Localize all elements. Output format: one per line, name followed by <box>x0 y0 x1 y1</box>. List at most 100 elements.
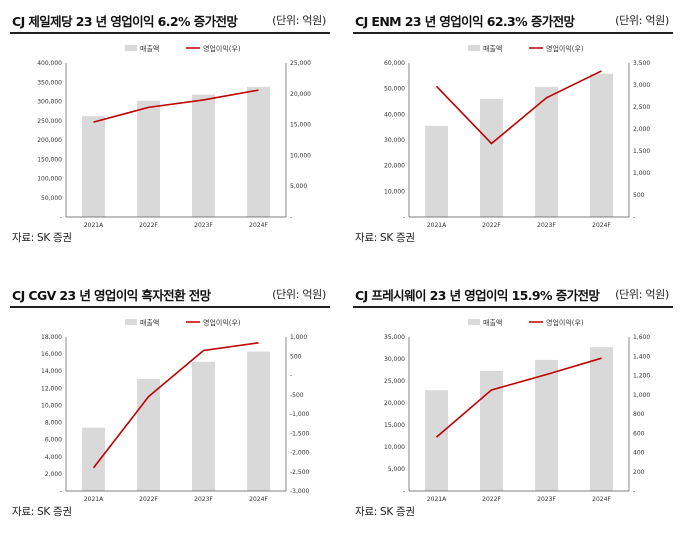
right-tick-label: 10,000 <box>290 152 311 159</box>
left-tick-label: 2,000 <box>45 471 62 478</box>
right-tick-label: -2,000 <box>290 450 310 457</box>
right-tick-label: 2,500 <box>633 104 650 111</box>
combo-chart: 매출액 영업이익(우) 400,000 350,000 300,000 250,000 20… <box>37 44 311 227</box>
left-tick-label: 18,000 <box>41 334 62 341</box>
line-operating-profit <box>93 89 259 123</box>
chart-panel-cj-freshway: CJ 프레시웨이 23 년 영업이익 15.9% 증가전망 (단위: 억원) 매… <box>353 285 673 547</box>
right-tick-label: 400 <box>633 450 645 457</box>
legend-swatch-revenue <box>125 45 137 51</box>
line-operating-profit <box>92 341 259 469</box>
left-tick-label: 30,000 <box>384 356 405 363</box>
title-divider <box>353 32 673 34</box>
bar-2024F <box>590 347 613 491</box>
left-tick-label: 20,000 <box>384 400 405 407</box>
right-tick-label: 1,000 <box>290 334 307 341</box>
legend-swatch-revenue <box>125 319 137 325</box>
legend-label-operating-profit: 영업이익(우) <box>546 318 584 327</box>
unit-label: (단위: 억원) <box>272 288 326 301</box>
x-tick-label: 2022F <box>139 496 158 501</box>
legend-label-revenue: 매출액 <box>140 318 159 327</box>
left-tick-label: 10,000 <box>384 188 405 195</box>
x-tick-label: 2021A <box>84 496 104 501</box>
left-tick-label: 30,000 <box>384 137 405 144</box>
legend-label-operating-profit: 영업이익(우) <box>203 318 241 327</box>
unit-label: (단위: 억원) <box>615 14 669 27</box>
chart-panel-cj-cgv: CJ CGV 23 년 영업이익 흑자전환 전망 (단위: 억원) 매출액 영업이… <box>10 285 330 547</box>
bar-2021A <box>425 390 448 491</box>
right-tick-label: - <box>633 488 635 495</box>
right-tick-label: 5,000 <box>290 183 307 190</box>
bar-2021A <box>82 427 105 491</box>
chart-title: CJ CGV 23 년 영업이익 흑자전환 전망 <box>12 288 211 303</box>
right-tick-label: 500 <box>290 353 302 360</box>
right-tick-label: 200 <box>633 469 645 476</box>
left-tick-label: 50,000 <box>384 86 405 93</box>
left-tick-label: - <box>403 488 405 495</box>
bar-2024F <box>247 351 270 491</box>
x-tick-label: 2024F <box>592 496 611 501</box>
x-tick-label: 2023F <box>194 222 213 227</box>
right-tick-label: -1,000 <box>290 411 310 418</box>
combo-chart: 매출액 영업이익(우) 35,000 30,000 25,000 20,000 15,000… <box>384 318 650 501</box>
right-tick-label: -2,500 <box>290 469 310 476</box>
source-label: 자료: SK 증권 <box>12 232 72 244</box>
right-tick-label: - <box>633 214 635 221</box>
left-tick-label: 10,000 <box>384 444 405 451</box>
left-tick-label: 8,000 <box>45 420 62 427</box>
chart-title: CJ ENM 23 년 영업이익 62.3% 증가전망 <box>355 14 575 29</box>
left-tick-label: - <box>60 488 62 495</box>
title-divider <box>10 32 330 34</box>
chart-panel-cj-enm: CJ ENM 23 년 영업이익 62.3% 증가전망 (단위: 억원) 매출액… <box>353 11 673 273</box>
unit-label: (단위: 억원) <box>272 14 326 27</box>
right-tick-label: 1,000 <box>633 170 650 177</box>
right-tick-label: 1,400 <box>633 353 650 360</box>
x-tick-label: 2021A <box>84 222 104 227</box>
bar-2024F <box>247 86 270 217</box>
left-tick-label: 25,000 <box>384 378 405 385</box>
legend-swatch-revenue <box>468 45 480 51</box>
x-tick-label: 2024F <box>249 496 268 501</box>
left-tick-label: 14,000 <box>41 368 62 375</box>
left-tick-label: 40,000 <box>384 111 405 118</box>
title-divider <box>353 306 673 308</box>
bar-2023F <box>535 359 558 491</box>
x-tick-label: 2022F <box>139 222 158 227</box>
x-tick-label: 2023F <box>537 496 556 501</box>
left-tick-label: 50,000 <box>41 195 62 202</box>
legend-label-operating-profit: 영업이익(우) <box>203 44 241 53</box>
line-operating-profit <box>435 357 602 438</box>
x-tick-label: 2024F <box>592 222 611 227</box>
right-tick-label: 600 <box>633 430 645 437</box>
left-tick-label: - <box>403 214 405 221</box>
left-tick-label: 16,000 <box>41 351 62 358</box>
right-tick-label: 15,000 <box>290 122 311 129</box>
left-tick-label: 35,000 <box>384 334 405 341</box>
right-tick-label: 20,000 <box>290 91 311 98</box>
right-tick-label: 1,200 <box>633 373 650 380</box>
combo-chart: 매출액 영업이익(우) 60,000 50,000 40,000 30,000 20,000… <box>384 44 650 227</box>
legend-label-revenue: 매출액 <box>483 44 502 53</box>
right-tick-label: 500 <box>633 192 645 199</box>
unit-label: (단위: 억원) <box>615 288 669 301</box>
source-label: 자료: SK 증권 <box>12 506 72 518</box>
right-tick-label: 800 <box>633 411 645 418</box>
x-tick-label: 2024F <box>249 222 268 227</box>
left-tick-label: 300,000 <box>37 99 62 106</box>
left-tick-label: - <box>60 214 62 221</box>
left-tick-label: 15,000 <box>384 422 405 429</box>
left-tick-label: 150,000 <box>37 156 62 163</box>
bar-2021A <box>82 116 105 217</box>
left-tick-label: 20,000 <box>384 163 405 170</box>
x-tick-label: 2023F <box>537 222 556 227</box>
right-tick-label: -500 <box>290 392 304 399</box>
left-tick-label: 6,000 <box>45 437 62 444</box>
bar-2022F <box>137 100 160 217</box>
right-tick-label: 3,000 <box>633 82 650 89</box>
bar-2022F <box>137 378 160 491</box>
bar-2023F <box>192 94 215 217</box>
x-tick-label: 2023F <box>194 496 213 501</box>
legend-label-operating-profit: 영업이익(우) <box>546 44 584 53</box>
legend-swatch-revenue <box>468 319 480 325</box>
right-tick-label: 3,500 <box>633 60 650 67</box>
chart-title: CJ 제일제당 23 년 영업이익 6.2% 증가전망 <box>12 14 238 29</box>
